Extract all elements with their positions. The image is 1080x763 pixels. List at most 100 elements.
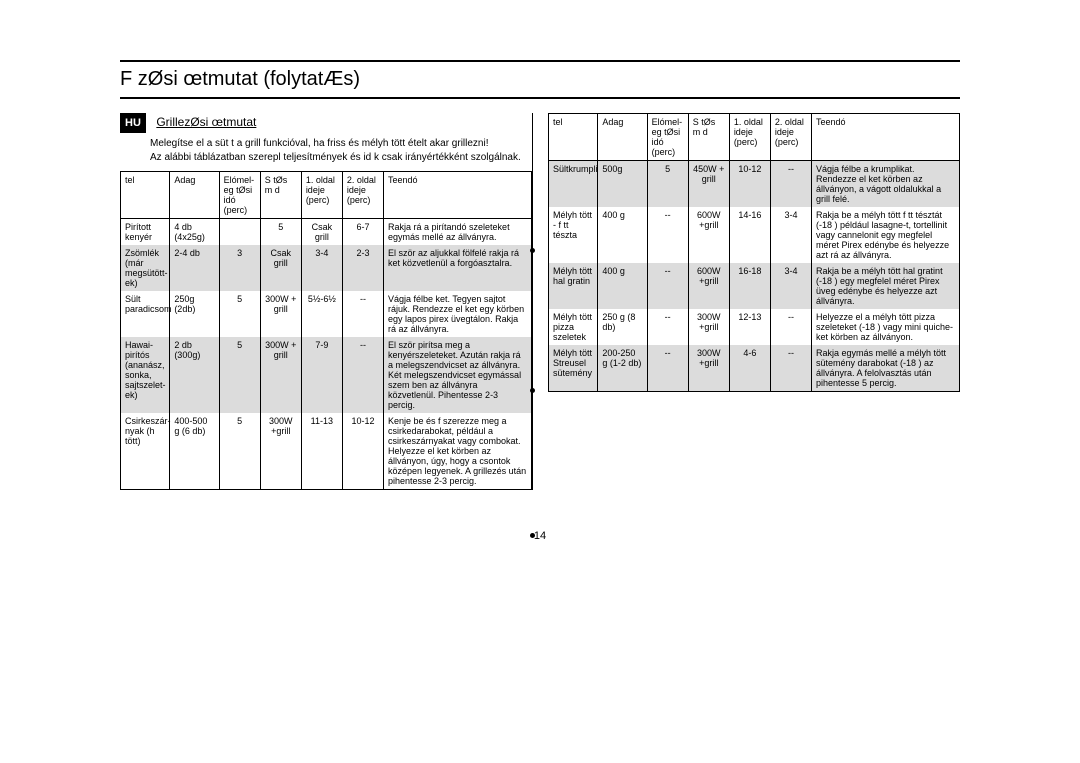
table-header-row: tel Adag Elómel- eg tØsi idó (perc) S tØ… (121, 172, 532, 219)
cell-teendo: Rakja rá a pirítandó szeleteket egymás m… (384, 219, 532, 246)
cell-teendo: Rakja egymás mellé a mélyh tött sütemény… (812, 345, 960, 392)
th-etel: tel (549, 114, 598, 161)
table-row: Mélyh tött hal gratin400 g--600W +grill1… (549, 263, 960, 309)
th-sut: S tØs m d (260, 172, 301, 219)
hu-badge: HU (120, 113, 146, 133)
cell-teendo: Kenje be és f szerezze meg a csirkedarab… (384, 413, 532, 490)
cell-elo: 3 (219, 245, 260, 291)
cell-adag: 4 db (4x25g) (170, 219, 219, 246)
cell-elo: -- (647, 345, 688, 392)
cell-t2: -- (342, 291, 383, 337)
table-row: Hawai-pirítós (ananász, sonka, sajtszele… (121, 337, 532, 413)
cell-teendo: Vágja félbe ket. Tegyen sajtot rájuk. Re… (384, 291, 532, 337)
cell-sut: 450W + grill (688, 161, 729, 208)
left-table-body: Pirított kenyér4 db (4x25g)5Csak grill6-… (121, 219, 532, 490)
th-teendo: Teendó (384, 172, 532, 219)
page-title: F zØsi œtmutat (folytatÆs) (120, 68, 360, 90)
cell-teendo: Rakja be a mélyh tött f tt tésztát (-18 … (812, 207, 960, 263)
cell-elo: -- (647, 263, 688, 309)
th-oldal1: 1. oldal ideje (perc) (729, 114, 770, 161)
page: F zØsi œtmutat (folytatÆs) HU GrillezØsi… (0, 0, 1080, 562)
cell-etel: Hawai-pirítós (ananász, sonka, sajtszele… (121, 337, 170, 413)
table-row: Mélyh tött - f tt tészta400 g--600W +gri… (549, 207, 960, 263)
cell-adag: 250g (2db) (170, 291, 219, 337)
table-header-row: tel Adag Elómel- eg tØsi idó (perc) S tØ… (549, 114, 960, 161)
th-etel: tel (121, 172, 170, 219)
cell-adag: 250 g (8 db) (598, 309, 647, 345)
cell-teendo: Vágja félbe a krumplikat. Rendezze el ke… (812, 161, 960, 208)
cell-etel: Mélyh tött hal gratin (549, 263, 598, 309)
cell-adag: 400 g (598, 263, 647, 309)
table-row: Zsömlék (már megsütött-ek)2-4 db3Csak gr… (121, 245, 532, 291)
cell-t1: Csak grill (301, 219, 342, 246)
th-sut: S tØs m d (688, 114, 729, 161)
cell-t1: 14-16 (729, 207, 770, 263)
cell-elo: 5 (647, 161, 688, 208)
table-row: Mélyh tött pizza szeletek250 g (8 db)--3… (549, 309, 960, 345)
cell-elo (219, 219, 260, 246)
divider-dot (530, 533, 535, 538)
right-table-body: Sültkrumpli500g5450W + grill10-12--Vágja… (549, 161, 960, 392)
cell-adag: 400-500 g (6 db) (170, 413, 219, 490)
table-row: Mélyh tött Streusel sütemény200-250 g (1… (549, 345, 960, 392)
content-columns: HU GrillezØsi œtmutat Melegítse el a süt… (120, 113, 960, 490)
cell-teendo: Rakja be a mélyh tött hal gratint (-18 )… (812, 263, 960, 309)
cell-elo: 5 (219, 291, 260, 337)
cell-elo: -- (647, 309, 688, 345)
left-column: HU GrillezØsi œtmutat Melegítse el a süt… (120, 113, 532, 490)
cell-sut: 300W +grill (688, 345, 729, 392)
cell-adag: 500g (598, 161, 647, 208)
cell-adag: 400 g (598, 207, 647, 263)
cell-sut: 300W + grill (260, 291, 301, 337)
table-row: Sült paradicsom250g (2db)5300W + grill5½… (121, 291, 532, 337)
cell-elo: 5 (219, 337, 260, 413)
cell-sut: 300W + grill (260, 337, 301, 413)
cell-sut: 600W +grill (688, 207, 729, 263)
title-rule: F zØsi œtmutat (folytatÆs) (120, 60, 960, 99)
cell-t1: 5½-6½ (301, 291, 342, 337)
cell-sut: 5 (260, 219, 301, 246)
cell-etel: Sültkrumpli (549, 161, 598, 208)
cell-etel: Sült paradicsom (121, 291, 170, 337)
cell-t2: 6-7 (342, 219, 383, 246)
cell-teendo: El ször az aljukkal fölfelé rakja rá ket… (384, 245, 532, 291)
cell-adag: 200-250 g (1-2 db) (598, 345, 647, 392)
cell-sut: 300W +grill (260, 413, 301, 490)
subtitle-row: HU GrillezØsi œtmutat (120, 113, 532, 133)
right-column: tel Adag Elómel- eg tØsi idó (perc) S tØ… (548, 113, 960, 490)
cell-t2: 10-12 (342, 413, 383, 490)
cell-t1: 10-12 (729, 161, 770, 208)
th-elomel: Elómel- eg tØsi idó (perc) (219, 172, 260, 219)
cell-t2: -- (770, 161, 811, 208)
th-oldal2: 2. oldal ideje (perc) (770, 114, 811, 161)
cell-adag: 2 db (300g) (170, 337, 219, 413)
divider-dot (530, 248, 535, 253)
table-row: Sültkrumpli500g5450W + grill10-12--Vágja… (549, 161, 960, 208)
th-teendo: Teendó (812, 114, 960, 161)
cell-t1: 7-9 (301, 337, 342, 413)
page-number: 14 (120, 530, 960, 542)
divider-dot (530, 388, 535, 393)
right-table: tel Adag Elómel- eg tØsi idó (perc) S tØ… (548, 113, 960, 392)
cell-etel: Csirkeszár-nyak (h tött) (121, 413, 170, 490)
cell-t1: 11-13 (301, 413, 342, 490)
th-oldal1: 1. oldal ideje (perc) (301, 172, 342, 219)
cell-etel: Mélyh tött pizza szeletek (549, 309, 598, 345)
th-adag: Adag (170, 172, 219, 219)
cell-t1: 12-13 (729, 309, 770, 345)
cell-t2: -- (770, 345, 811, 392)
intro-line-1: Melegítse el a süt t a grill funkcióval,… (150, 137, 532, 151)
section-subtitle: GrillezØsi œtmutat (156, 115, 256, 129)
th-elomel: Elómel- eg tØsi idó (perc) (647, 114, 688, 161)
cell-t2: 3-4 (770, 207, 811, 263)
vertical-divider (532, 113, 533, 490)
cell-etel: Zsömlék (már megsütött-ek) (121, 245, 170, 291)
cell-sut: Csak grill (260, 245, 301, 291)
cell-t2: -- (342, 337, 383, 413)
left-table: tel Adag Elómel- eg tØsi idó (perc) S tØ… (120, 171, 532, 490)
cell-t1: 3-4 (301, 245, 342, 291)
cell-etel: Mélyh tött Streusel sütemény (549, 345, 598, 392)
cell-t1: 4-6 (729, 345, 770, 392)
cell-etel: Pirított kenyér (121, 219, 170, 246)
cell-adag: 2-4 db (170, 245, 219, 291)
